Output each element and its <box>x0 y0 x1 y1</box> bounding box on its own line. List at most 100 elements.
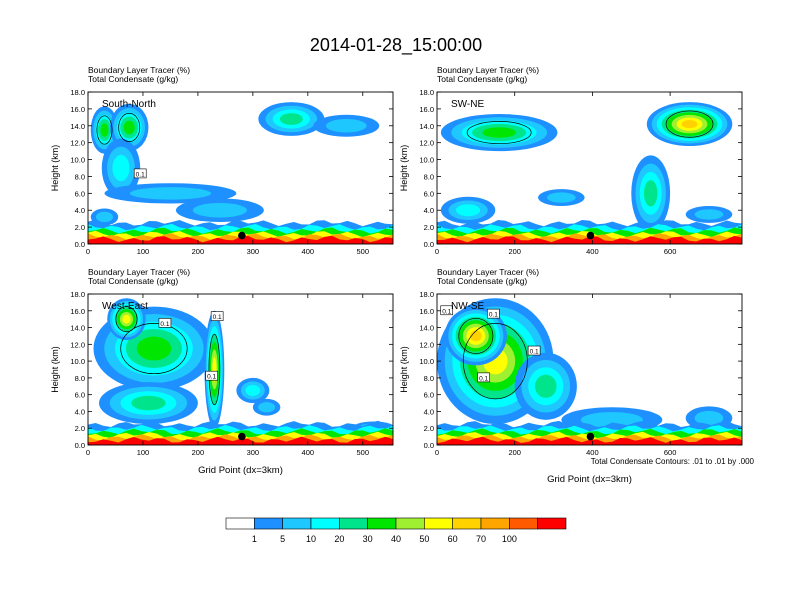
panel-1: Boundary Layer Tracer (%)Total Condensat… <box>50 65 394 256</box>
contour-label: 0.1 <box>487 308 500 319</box>
panel-4: Boundary Layer Tracer (%)Total Condensat… <box>399 267 743 485</box>
y-tick-label: 8.0 <box>424 172 434 181</box>
contour-line <box>458 317 494 354</box>
x-tick-label: 300 <box>247 448 260 457</box>
y-tick-label: 16.0 <box>419 307 434 316</box>
contour-label: 0.1 <box>210 311 224 321</box>
location-marker <box>586 231 595 240</box>
colorbar-label: 20 <box>334 534 344 544</box>
panel-subtitle: Total Condensate (g/kg) <box>437 276 527 286</box>
colorbar-swatch <box>452 517 482 530</box>
location-marker <box>238 432 246 441</box>
panel-3: Boundary Layer Tracer (%)Total Condensat… <box>50 267 394 476</box>
panel-subtitle: Boundary Layer Tracer (%) <box>88 65 190 75</box>
shaded-region <box>252 398 281 416</box>
svg-text:0.1: 0.1 <box>442 308 451 315</box>
shaded-region <box>313 114 380 137</box>
colorbar-label: 10 <box>306 534 316 544</box>
shaded-region <box>440 196 496 224</box>
panel-subtitle: Total Condensate (g/kg) <box>437 74 527 84</box>
svg-text:0.1: 0.1 <box>213 314 222 321</box>
colorbar-swatch <box>282 517 312 530</box>
y-tick-label: 16.0 <box>70 105 85 114</box>
x-tick-label: 400 <box>586 448 599 457</box>
panel-subtitle: Total Condensate (g/kg) <box>88 276 178 286</box>
x-axis-label: Grid Point (dx=3km) <box>198 465 283 476</box>
location-marker <box>238 231 246 240</box>
y-tick-label: 14.0 <box>419 122 434 131</box>
colorbar-label: 70 <box>476 534 486 544</box>
svg-text:0.1: 0.1 <box>530 349 539 356</box>
x-tick-label: 600 <box>664 247 677 256</box>
panel-subtitle: Boundary Layer Tracer (%) <box>437 267 539 277</box>
y-axis-label: Height (km) <box>50 145 60 192</box>
y-tick-label: 2.0 <box>75 223 85 232</box>
y-tick-label: 18.0 <box>419 88 434 97</box>
svg-text:0.1: 0.1 <box>207 374 216 381</box>
panel-subtitle: Total Condensate (g/kg) <box>88 74 178 84</box>
y-tick-label: 12.0 <box>70 340 85 349</box>
shaded-region <box>101 138 141 198</box>
y-tick-label: 0.0 <box>75 240 85 249</box>
x-tick-label: 400 <box>586 247 599 256</box>
y-axis-label: Height (km) <box>399 145 409 192</box>
x-tick-label: 100 <box>137 448 150 457</box>
y-tick-label: 16.0 <box>419 105 434 114</box>
figure-title: 2014-01-28_15:00:00 <box>310 35 482 56</box>
x-axis-label: Grid Point (dx=3km) <box>547 474 632 485</box>
shaded-region <box>175 198 264 223</box>
colorbar-label: 100 <box>502 534 517 544</box>
y-tick-label: 4.0 <box>424 206 434 215</box>
panel-subtitle: Boundary Layer Tracer (%) <box>88 267 190 277</box>
y-tick-label: 0.0 <box>75 441 85 450</box>
y-tick-label: 12.0 <box>419 139 434 148</box>
plot-frame <box>87 293 394 446</box>
x-tick-label: 0 <box>435 247 439 256</box>
colorbar-label: 50 <box>419 534 429 544</box>
location-marker <box>586 432 595 441</box>
plot-frame <box>87 91 394 245</box>
x-tick-label: 200 <box>192 247 205 256</box>
panel-label: SW-NE <box>451 99 484 110</box>
panel-label: NW-SE <box>451 301 484 312</box>
y-tick-label: 6.0 <box>75 391 85 400</box>
y-tick-label: 10.0 <box>70 357 85 366</box>
shaded-region <box>444 306 507 366</box>
y-tick-label: 18.0 <box>70 290 85 299</box>
y-tick-label: 10.0 <box>419 156 434 165</box>
y-tick-label: 4.0 <box>75 206 85 215</box>
x-tick-label: 200 <box>508 247 521 256</box>
contour-line <box>96 115 113 145</box>
colorbar-label: 5 <box>280 534 285 544</box>
colorbar-label: 40 <box>391 534 401 544</box>
svg-text:0.1: 0.1 <box>489 312 498 319</box>
y-tick-label: 2.0 <box>424 424 434 433</box>
y-tick-label: 10.0 <box>70 156 85 165</box>
contour-line <box>118 112 141 143</box>
y-tick-label: 8.0 <box>424 374 434 383</box>
y-tick-label: 14.0 <box>419 324 434 333</box>
contour-label: 0.1 <box>527 345 541 356</box>
y-tick-label: 12.0 <box>419 340 434 349</box>
y-tick-label: 6.0 <box>424 189 434 198</box>
colorbar-label: 30 <box>363 534 373 544</box>
y-tick-label: 8.0 <box>75 172 85 181</box>
shaded-region <box>98 382 198 425</box>
colorbar-swatch <box>367 517 397 530</box>
shaded-region <box>646 102 733 147</box>
x-tick-label: 200 <box>192 448 205 457</box>
x-tick-label: 500 <box>357 247 370 256</box>
colorbar-swatch <box>480 517 510 530</box>
colorbar-swatch <box>537 517 567 530</box>
contour-label: 0.1 <box>158 318 172 328</box>
colorbar-swatch <box>339 517 368 530</box>
panel-2: Boundary Layer Tracer (%)Total Condensat… <box>399 65 743 256</box>
x-tick-label: 400 <box>302 247 315 256</box>
panel-label: West-East <box>102 301 148 312</box>
shaded-region <box>514 352 577 420</box>
shaded-region <box>538 189 585 206</box>
y-tick-label: 14.0 <box>70 324 85 333</box>
plot-frame <box>436 293 743 446</box>
y-tick-label: 2.0 <box>424 223 434 232</box>
x-tick-label: 200 <box>508 448 521 457</box>
